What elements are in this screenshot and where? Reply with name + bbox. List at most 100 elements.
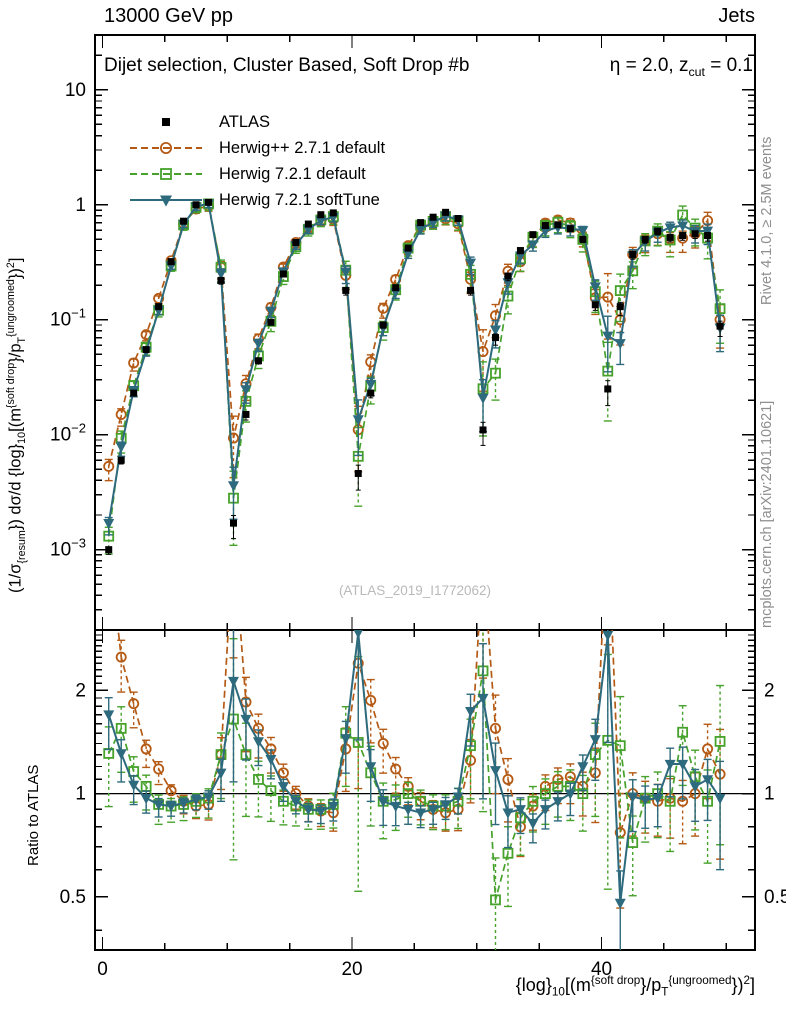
data-point-filled-triangle-down xyxy=(452,792,464,803)
data-point-filled-square xyxy=(541,222,549,230)
data-point-filled-triangle-down xyxy=(664,759,676,771)
x-tick-label: 20 xyxy=(341,959,362,980)
rivet-version-note: Rivet 4.1.0, ≥ 2.5M events xyxy=(759,136,775,305)
data-point-open-circle xyxy=(153,292,165,304)
data-point-filled-square xyxy=(180,217,188,225)
data-point-open-square xyxy=(614,285,626,296)
data-point-open-square xyxy=(677,726,689,738)
data-point-filled-triangle-down xyxy=(153,800,165,811)
selection-title: Dijet selection, Cluster Based, Soft Dro… xyxy=(104,55,470,76)
data-point-filled-square xyxy=(467,286,475,294)
ratio-tick-label: 0.5 xyxy=(60,887,86,908)
data-point-filled-square xyxy=(317,211,325,219)
data-point-filled-triangle-down xyxy=(252,339,264,350)
analysis-id-watermark: (ATLAS_2019_I1772062) xyxy=(338,583,492,598)
data-point-open-square xyxy=(402,788,414,800)
data-point-filled-triangle-down xyxy=(227,676,239,688)
data-point-open-circle xyxy=(115,651,127,663)
data-point-filled-triangle-down xyxy=(215,269,227,280)
data-point-filled-square xyxy=(704,232,712,240)
y-tick-label: 10−2 xyxy=(50,421,86,446)
data-point-filled-triangle-down xyxy=(527,819,539,830)
data-point-open-circle xyxy=(165,785,177,797)
data-point-filled-triangle-down xyxy=(639,795,651,806)
data-point-open-circle xyxy=(377,302,389,314)
data-point-filled-triangle-down xyxy=(128,780,140,792)
data-point-filled-triangle-down xyxy=(577,226,589,237)
data-point-filled-square xyxy=(304,220,312,228)
data-point-filled-triangle-down xyxy=(140,793,152,805)
data-point-filled-square xyxy=(442,208,450,216)
x-tick-label: 0 xyxy=(97,959,108,980)
data-point-filled-square xyxy=(479,426,487,434)
data-point-filled-square xyxy=(604,385,612,393)
data-point-filled-square xyxy=(142,346,150,354)
data-point-filled-square xyxy=(716,322,724,330)
data-point-filled-triangle-down xyxy=(302,225,314,236)
data-point-filled-triangle-down xyxy=(377,797,389,808)
data-point-open-square xyxy=(714,303,726,315)
ratio-tick-label: 2 xyxy=(75,680,86,701)
data-point-filled-square xyxy=(392,284,400,292)
data-point-filled-triangle-down xyxy=(340,734,352,745)
data-point-open-circle xyxy=(140,743,152,755)
data-point-open-circle xyxy=(377,738,389,750)
data-point-open-circle xyxy=(602,291,614,303)
data-point-filled-square xyxy=(579,235,587,243)
data-point-filled-triangle-down xyxy=(315,216,327,227)
data-point-filled-triangle-down xyxy=(427,805,439,816)
data-point-filled-triangle-down xyxy=(664,223,676,234)
data-point-filled-triangle-down xyxy=(552,797,564,808)
data-point-open-circle xyxy=(603,515,612,524)
data-point-filled-triangle-down xyxy=(390,801,402,813)
data-point-filled-triangle-down xyxy=(465,706,477,718)
data-point-filled-square xyxy=(354,469,362,477)
data-point-filled-square xyxy=(654,227,662,235)
data-point-filled-triangle-down xyxy=(589,735,601,746)
data-point-filled-triangle-down xyxy=(602,630,614,642)
data-point-open-circle xyxy=(277,767,289,779)
data-point-filled-square xyxy=(292,238,300,246)
data-point-open-square xyxy=(253,774,264,785)
data-point-open-circle xyxy=(365,694,377,706)
legend-entry: ATLAS xyxy=(127,109,385,135)
data-point-open-square xyxy=(502,847,514,859)
data-point-filled-triangle-down xyxy=(714,793,726,805)
data-point-filled-triangle-down xyxy=(165,801,177,813)
data-point-filled-square xyxy=(629,250,637,258)
data-point-filled-triangle-down xyxy=(160,195,172,207)
data-point-open-circle xyxy=(227,432,239,444)
data-point-filled-square xyxy=(516,247,524,255)
data-point-filled-triangle-down xyxy=(477,393,489,404)
data-point-filled-square xyxy=(641,235,649,243)
data-point-filled-square xyxy=(504,272,512,280)
data-point-filled-triangle-down xyxy=(315,806,327,818)
data-point-filled-triangle-down xyxy=(465,258,477,269)
data-point-filled-triangle-down xyxy=(477,693,489,705)
beam-energy-label: 13000 GeV pp xyxy=(104,5,233,27)
legend-open-square-icon xyxy=(130,168,202,180)
data-point-filled-triangle-down xyxy=(489,325,501,336)
ratio-series-herwig-7-2-1-softtune xyxy=(103,630,726,950)
data-point-filled-square xyxy=(591,301,599,309)
data-point-filled-triangle-down xyxy=(277,782,289,793)
data-point-filled-square xyxy=(105,546,113,554)
data-point-filled-triangle-down xyxy=(365,379,377,391)
data-point-filled-triangle-down xyxy=(489,766,501,777)
data-point-filled-square xyxy=(342,286,350,294)
data-point-filled-triangle-down xyxy=(577,762,589,773)
data-point-filled-square xyxy=(491,334,499,342)
legend-filled-triangle-down-icon xyxy=(130,195,202,207)
ratio-tick-label: 1 xyxy=(75,784,86,805)
y-tick-label: 10−1 xyxy=(50,306,86,331)
data-point-open-circle xyxy=(115,408,127,420)
x-tick-label: 40 xyxy=(591,959,612,980)
data-point-filled-triangle-down xyxy=(702,226,714,237)
data-point-open-square xyxy=(552,780,564,792)
data-point-filled-triangle-down xyxy=(215,768,227,779)
data-point-filled-triangle-down xyxy=(365,762,377,773)
data-point-open-circle xyxy=(128,698,140,710)
data-point-open-circle xyxy=(160,142,173,154)
data-point-filled-square xyxy=(279,270,287,278)
